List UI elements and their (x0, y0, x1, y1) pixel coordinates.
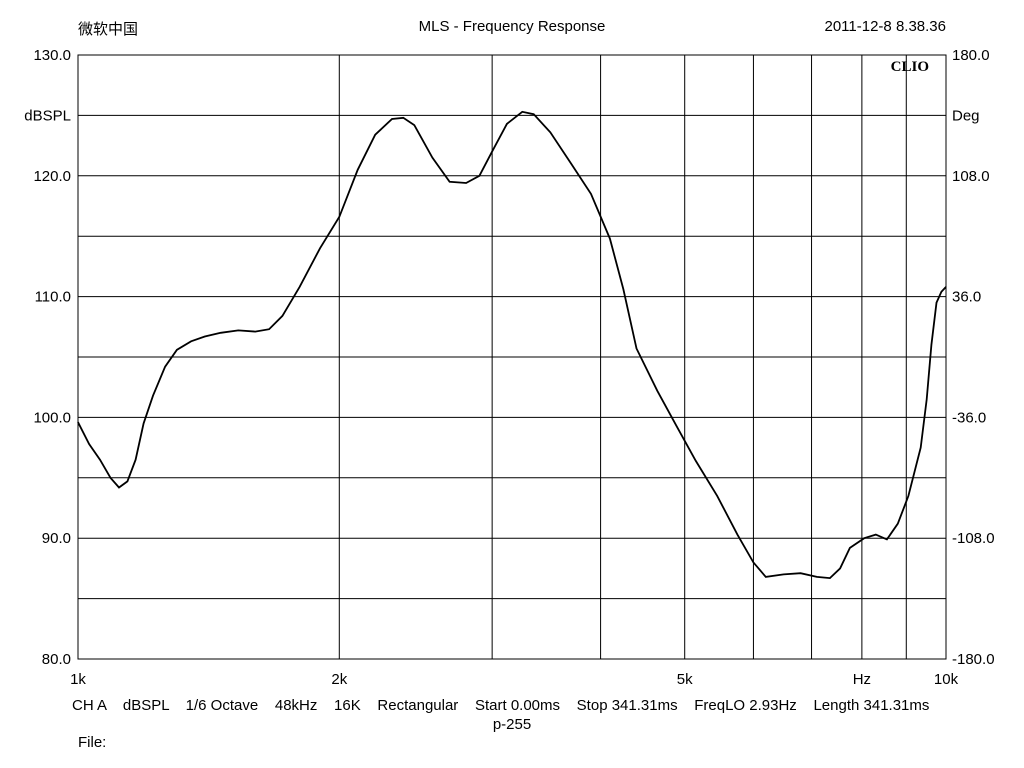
data-point (391, 118, 393, 120)
y-axis-labels: 80.0 90.0 100.0 110.0 120.0 dBSPL 130.0 (24, 47, 71, 668)
y2-tick-label: 108.0 (952, 168, 990, 185)
data-point (431, 157, 433, 159)
y-tick-label: 80.0 (42, 651, 71, 668)
measurement-info-2: p-255 (492, 716, 532, 733)
y2-tick-label: -180.0 (952, 651, 995, 668)
data-point (897, 523, 899, 525)
data-point (886, 538, 888, 541)
measurement-info: CH A dBSPL 1/6 Octave 48kHz 16K Rectangu… (72, 697, 930, 714)
y2-tick-label: -36.0 (952, 409, 986, 426)
data-point (338, 216, 340, 218)
data-point (752, 561, 755, 564)
data-point (237, 329, 239, 331)
y2-axis-labels: -180.0 -108.0 -36.0 36.0 108.0 Deg 180.0 (952, 47, 995, 668)
data-point (268, 328, 270, 330)
data-point (491, 151, 493, 153)
data-point (465, 182, 467, 184)
x-tick-label: 10k (934, 671, 959, 688)
data-point (204, 335, 206, 338)
data-point (839, 567, 841, 570)
y-tick-label: 110.0 (35, 289, 71, 306)
data-point (783, 573, 785, 576)
data-point (143, 422, 145, 424)
data-point (945, 286, 947, 288)
data-point (374, 134, 376, 136)
data-point (875, 534, 877, 536)
file-label: File: (78, 734, 107, 751)
data-point (570, 163, 572, 165)
data-point (135, 459, 137, 461)
x-tick-label: 2k (331, 671, 347, 688)
data-point (506, 123, 508, 125)
x-axis-labels: 1k 2k 5k Hz 10k (70, 671, 959, 688)
series-line (77, 110, 947, 580)
data-point (829, 577, 831, 579)
data-point (220, 332, 222, 334)
y-tick-label: 130.0 (33, 47, 71, 64)
data-point (622, 288, 625, 290)
data-point (935, 302, 938, 304)
x-tick-label: Hz (853, 671, 871, 688)
x-tick-label: 5k (677, 671, 693, 688)
data-point (549, 131, 551, 133)
data-point (656, 390, 658, 392)
y2-tick-label: 36.0 (952, 289, 981, 306)
data-point (849, 547, 851, 549)
data-point (635, 347, 638, 350)
data-point (940, 291, 943, 293)
y-tick-label: 120.0 (33, 168, 71, 185)
data-point (800, 572, 802, 574)
data-point (152, 395, 154, 397)
y-tick-label: 100.0 (33, 409, 71, 426)
y2-tick-label: Deg (952, 107, 980, 124)
data-point (609, 238, 611, 240)
data-point (109, 477, 112, 479)
y-tick-label: dBSPL (24, 107, 71, 124)
data-point (254, 331, 256, 333)
series-points (77, 111, 947, 579)
header-left-label: 微软中国 (78, 21, 139, 38)
clio-logo: CLIO (891, 59, 929, 75)
data-point (281, 315, 283, 317)
data-point (402, 117, 404, 119)
data-point (77, 421, 79, 423)
data-point (413, 124, 415, 126)
y2-tick-label: -108.0 (952, 530, 995, 547)
data-point (118, 486, 120, 489)
data-point (99, 459, 101, 461)
data-point (676, 426, 678, 428)
data-point (765, 576, 767, 578)
data-point (930, 344, 933, 346)
data-point (521, 111, 523, 113)
y2-tick-label: 180.0 (952, 47, 990, 64)
data-point (816, 576, 818, 578)
data-point (88, 443, 90, 445)
data-point (478, 175, 480, 177)
data-point (863, 537, 865, 539)
grid (77, 55, 947, 659)
data-point (736, 534, 739, 536)
data-point (190, 340, 192, 342)
plot-frame (77, 54, 947, 660)
x-tick-label: 1k (70, 671, 86, 688)
data-point (533, 113, 535, 115)
data-point (926, 398, 928, 400)
data-point (716, 495, 718, 497)
data-point (357, 169, 359, 171)
data-point (126, 480, 128, 482)
data-point (164, 366, 166, 368)
y-tick-label: 90.0 (42, 530, 71, 547)
data-point (907, 495, 910, 497)
chart-title: MLS - Frequency Response (418, 18, 606, 35)
data-point (695, 460, 697, 462)
timestamp: 2011-12-8 8.38.36 (824, 18, 947, 35)
data-point (449, 181, 451, 183)
data-point (590, 193, 592, 195)
data-point (319, 247, 321, 249)
data-point (920, 447, 922, 449)
data-point (176, 349, 178, 351)
data-point (299, 286, 301, 288)
